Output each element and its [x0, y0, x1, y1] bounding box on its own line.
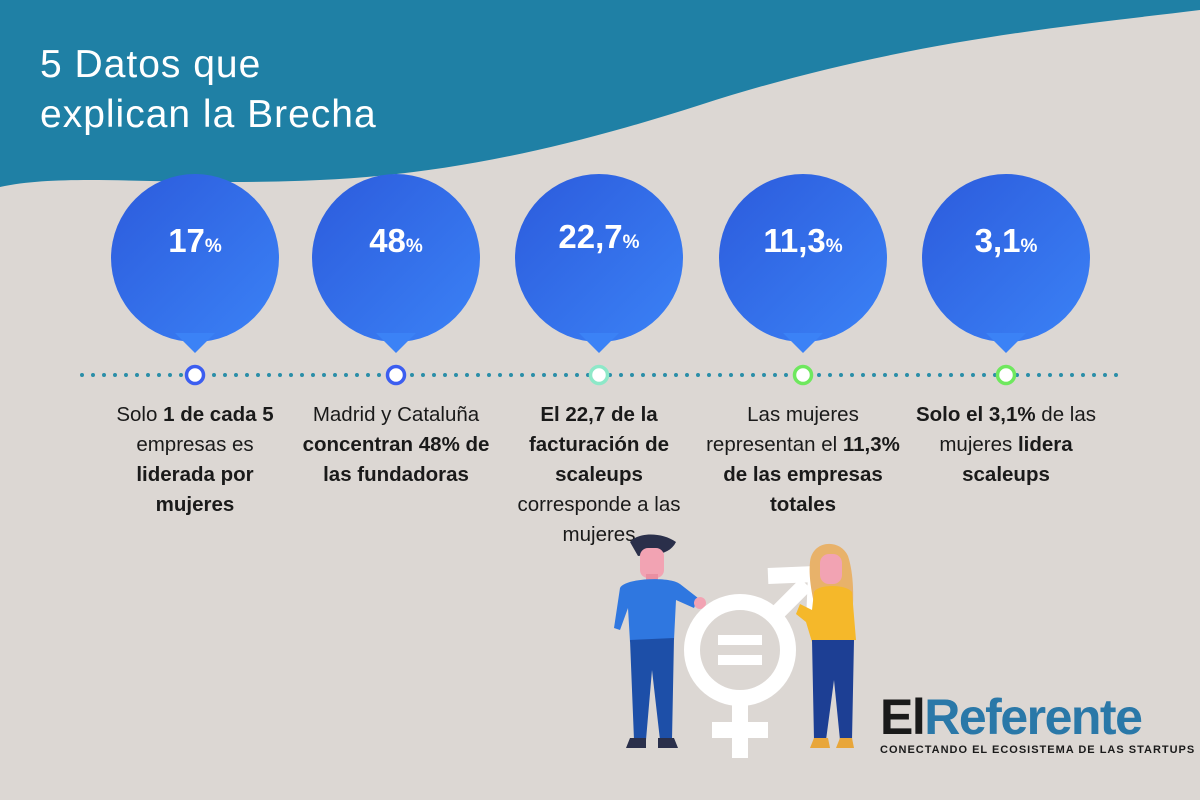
gender-equality-illustration: [614, 534, 856, 758]
description-text: Solo el 3,1%: [915, 403, 1036, 426]
logo-tagline: CONECTANDO EL ECOSISTEMA DE LAS STARTUPS: [880, 744, 1196, 756]
page-title: 5 Datos que explican la Brecha: [40, 40, 377, 140]
stat-value: 17%: [168, 222, 222, 259]
bubble-shape: [922, 174, 1090, 353]
fact-description-3: El 22,7 de la facturación de scaleups co…: [499, 400, 699, 550]
description-text: 1 de cada 5: [163, 403, 274, 426]
description-text: lidera scaleups: [962, 433, 1073, 486]
description-text: El 22,7 de la facturación de scaleups: [528, 403, 670, 486]
stat-value: 3,1%: [974, 222, 1038, 259]
stat-value: 22,7%: [558, 218, 640, 255]
brand-logo: ElReferente CONECTANDO EL ECOSISTEMA DE …: [880, 692, 1195, 756]
description-text: de las mujeres: [939, 403, 1097, 456]
description-text: liderada por mujeres: [136, 463, 254, 516]
timeline-nodes: [184, 364, 1017, 386]
fact-description-4: Las mujeres representan el 11,3% de las …: [703, 400, 903, 520]
bubble-shape: [111, 174, 279, 353]
description-text: 11,3% de las empresas totales: [723, 433, 900, 516]
bubble-shape: [312, 174, 480, 353]
description-text: Solo: [116, 403, 164, 426]
header-wave: [0, 0, 1200, 187]
stat-bubble-5: 3,1%: [922, 155, 1090, 355]
title-line-2: explican la Brecha: [40, 93, 377, 136]
fact-description-5: Solo el 3,1% de las mujeres lidera scale…: [906, 400, 1106, 490]
gender-equality-icon: [684, 565, 825, 758]
description-text: Madrid y Cataluña: [312, 403, 480, 426]
fact-description-2: Madrid y Cataluña concentran 48% de las …: [296, 400, 496, 490]
bubble-shape: [515, 174, 683, 353]
description-text: concentran 48% de las fundadoras: [302, 433, 490, 486]
title-line-1: 5 Datos que: [40, 43, 262, 86]
description-text: empresas es: [136, 433, 254, 456]
woman-icon: [796, 543, 856, 748]
bubble-shape: [719, 174, 887, 353]
stat-bubble-2: 48%: [312, 155, 480, 355]
stat-bubble-3: 22,7%: [515, 155, 683, 355]
dotted-timeline: [80, 364, 1120, 386]
logo-wordmark: ElReferente: [880, 689, 1143, 745]
stat-bubble-1: 17%: [111, 155, 279, 355]
man-icon: [614, 534, 706, 748]
stat-value: 48%: [369, 222, 423, 259]
stat-bubbles: 17% 48% 22,7%: [111, 155, 1090, 355]
fact-description-1: Solo 1 de cada 5 empresas es liderada po…: [95, 400, 295, 520]
stat-value: 11,3%: [763, 222, 843, 259]
description-text: corresponde a las mujeres: [517, 493, 681, 546]
stat-bubble-4: 11,3%: [719, 155, 887, 355]
description-text: Las mujeres representan el: [706, 403, 859, 456]
